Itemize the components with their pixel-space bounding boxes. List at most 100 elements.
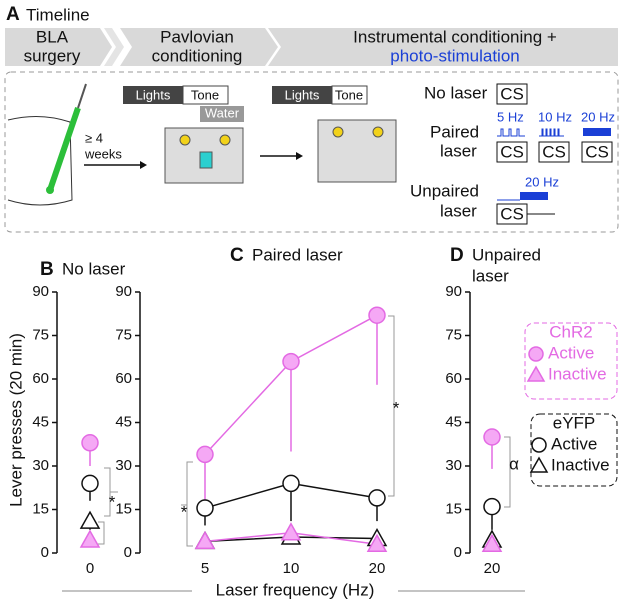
y-tick-label: 15 — [32, 500, 49, 517]
lights-box — [272, 86, 332, 104]
legend-marker — [531, 437, 547, 453]
x-tick-label: 20 — [484, 560, 501, 577]
stage-label: BLA — [36, 27, 69, 46]
y-tick-label: 15 — [445, 500, 462, 517]
injection-site — [46, 186, 54, 194]
y-tick-label: 75 — [115, 326, 132, 343]
condition-label: Unpaired — [410, 181, 479, 200]
y-tick-label: 0 — [41, 544, 49, 561]
y-axis-label: Lever presses (20 min) — [6, 333, 25, 507]
arrowhead — [140, 161, 147, 169]
stage-label: surgery — [24, 46, 81, 65]
marker — [280, 522, 302, 541]
y-tick-label: 45 — [32, 413, 49, 430]
y-tick-label: 90 — [32, 283, 49, 300]
chamber — [317, 119, 397, 183]
timeline-chevron — [104, 28, 124, 66]
timeline-stage — [5, 28, 112, 66]
water-box — [200, 106, 244, 122]
y-tick-label: 15 — [115, 500, 132, 517]
legend-label: Inactive — [548, 364, 607, 383]
cs-box — [496, 83, 528, 105]
condition-label: Paired — [430, 122, 479, 141]
legend-label: Active — [551, 434, 597, 453]
y-tick-label: 0 — [454, 544, 462, 561]
x-tick-label: 5 — [201, 560, 209, 577]
condition-label: laser — [440, 141, 477, 160]
light — [372, 126, 384, 138]
legend-title: eYFP — [553, 413, 596, 432]
panel-title: Timeline — [26, 5, 90, 24]
lights-box — [123, 86, 183, 104]
stage-label: Pavlovian — [160, 27, 234, 46]
sig-bracket — [98, 467, 118, 545]
cue-label: Lights — [136, 87, 171, 102]
marker — [81, 474, 99, 493]
cs-label: CS — [585, 142, 609, 161]
cs-label: CS — [542, 142, 566, 161]
marker — [282, 474, 300, 493]
panel-letter: C — [230, 245, 244, 266]
stage-label: photo-stimulation — [390, 46, 519, 65]
panel-letter: B — [40, 259, 54, 280]
cs-label: CS — [500, 84, 524, 103]
marker — [196, 445, 214, 464]
cs-box — [538, 141, 570, 163]
cs-label: CS — [500, 142, 524, 161]
x-tick-label: 20 — [369, 560, 386, 577]
cs-box — [496, 141, 528, 163]
syringe — [47, 107, 81, 191]
marker — [79, 510, 101, 529]
tone-box — [182, 85, 229, 105]
stage-label: Instrumental conditioning + — [353, 27, 557, 46]
marker — [483, 428, 501, 446]
y-tick-label: 60 — [115, 370, 132, 387]
annotation: α — [509, 454, 519, 473]
annotation: * — [393, 398, 400, 417]
panel-title: Unpaired — [472, 245, 541, 264]
stage-label: conditioning — [152, 46, 243, 65]
marker — [368, 306, 386, 324]
y-tick-label: 30 — [32, 457, 49, 474]
cue-label: Water — [205, 105, 240, 120]
tone-box — [331, 85, 368, 105]
cue-label: Lights — [285, 87, 320, 102]
annotation: * — [109, 492, 116, 511]
pulse-train — [583, 128, 611, 136]
cue-label: Tone — [335, 87, 363, 102]
pulse-train — [497, 128, 525, 137]
legend-marker — [528, 346, 544, 362]
marker — [368, 489, 386, 507]
y-tick-label: 60 — [445, 370, 462, 387]
frequency-label: 20 Hz — [525, 174, 559, 189]
legend-label: Inactive — [551, 455, 610, 474]
cs-label: CS — [500, 204, 524, 223]
y-tick-label: 30 — [115, 457, 132, 474]
panel-title: laser — [472, 266, 509, 285]
marker — [79, 529, 101, 548]
light — [219, 134, 231, 146]
legend-marker — [526, 365, 546, 382]
marker — [282, 352, 300, 371]
marker — [196, 499, 214, 517]
panel-title: Paired laser — [252, 245, 343, 264]
y-tick-label: 75 — [32, 326, 49, 343]
y-tick-label: 45 — [115, 413, 132, 430]
legend-box — [524, 322, 618, 400]
light — [332, 126, 344, 138]
light — [179, 134, 191, 146]
x-tick-label: 0 — [86, 560, 94, 577]
protocol-box — [4, 71, 619, 233]
y-tick-label: 0 — [124, 544, 132, 561]
pulse-train — [520, 192, 548, 200]
cs-box — [581, 141, 613, 163]
syringe-plunger — [77, 83, 87, 109]
x-axis-label: Laser frequency (Hz) — [216, 580, 375, 599]
legend-label: Active — [548, 343, 594, 362]
timeline-stage — [268, 28, 618, 66]
annotation: * — [181, 502, 188, 521]
frequency-label: 10 Hz — [538, 109, 572, 124]
marker — [366, 533, 388, 553]
